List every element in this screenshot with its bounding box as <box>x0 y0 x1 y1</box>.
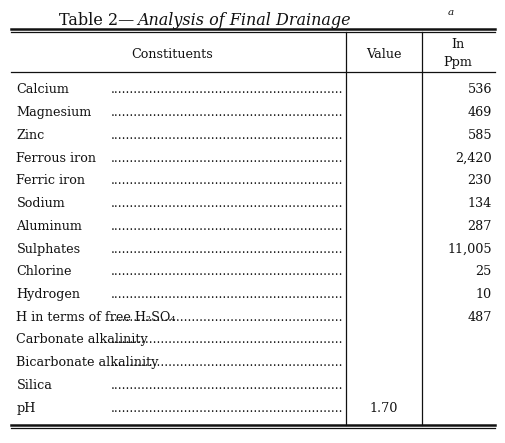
Text: Ferric iron: Ferric iron <box>17 174 85 187</box>
Text: 585: 585 <box>467 129 491 142</box>
Text: In: In <box>450 38 464 51</box>
Text: pH: pH <box>17 402 36 415</box>
Text: ............................................................: ........................................… <box>111 265 343 278</box>
Text: a: a <box>447 8 453 17</box>
Text: 536: 536 <box>467 83 491 96</box>
Text: 487: 487 <box>467 311 491 324</box>
Text: Constituents: Constituents <box>131 48 213 61</box>
Text: ............................................................: ........................................… <box>111 402 343 415</box>
Text: Sodium: Sodium <box>17 197 65 210</box>
Text: H in terms of free H₂SO₄: H in terms of free H₂SO₄ <box>17 311 176 324</box>
Text: Bicarbonate alkalinity: Bicarbonate alkalinity <box>17 356 159 369</box>
Text: 469: 469 <box>467 106 491 119</box>
Text: Aluminum: Aluminum <box>17 220 82 233</box>
Text: 134: 134 <box>467 197 491 210</box>
Text: ............................................................: ........................................… <box>111 106 343 119</box>
Text: Value: Value <box>365 48 401 61</box>
Text: 25: 25 <box>475 265 491 278</box>
Text: ............................................................: ........................................… <box>111 242 343 256</box>
Text: ............................................................: ........................................… <box>111 356 343 369</box>
Text: Hydrogen: Hydrogen <box>17 288 80 301</box>
Text: Magnesium: Magnesium <box>17 106 91 119</box>
Text: 10: 10 <box>475 288 491 301</box>
Text: Ppm: Ppm <box>443 56 472 69</box>
Text: Sulphates: Sulphates <box>17 242 80 256</box>
Text: ............................................................: ........................................… <box>111 83 343 96</box>
Text: Zinc: Zinc <box>17 129 44 142</box>
Text: 11,005: 11,005 <box>446 242 491 256</box>
Text: 230: 230 <box>467 174 491 187</box>
Text: 287: 287 <box>467 220 491 233</box>
Text: Calcium: Calcium <box>17 83 69 96</box>
Text: 2,420: 2,420 <box>454 152 491 164</box>
Text: Table 2—: Table 2— <box>60 12 134 29</box>
Text: ............................................................: ........................................… <box>111 311 343 324</box>
Text: Silica: Silica <box>17 379 52 392</box>
Text: Chlorine: Chlorine <box>17 265 72 278</box>
Text: ............................................................: ........................................… <box>111 220 343 233</box>
Text: ............................................................: ........................................… <box>111 152 343 164</box>
Text: ............................................................: ........................................… <box>111 197 343 210</box>
Text: ............................................................: ........................................… <box>111 129 343 142</box>
Text: ............................................................: ........................................… <box>111 288 343 301</box>
Text: ............................................................: ........................................… <box>111 174 343 187</box>
Text: 1.70: 1.70 <box>369 402 397 415</box>
Text: Ferrous iron: Ferrous iron <box>17 152 96 164</box>
Text: ............................................................: ........................................… <box>111 379 343 392</box>
Text: ............................................................: ........................................… <box>111 334 343 346</box>
Text: Analysis of Final Drainage: Analysis of Final Drainage <box>137 12 350 29</box>
Text: Carbonate alkalinity: Carbonate alkalinity <box>17 334 148 346</box>
